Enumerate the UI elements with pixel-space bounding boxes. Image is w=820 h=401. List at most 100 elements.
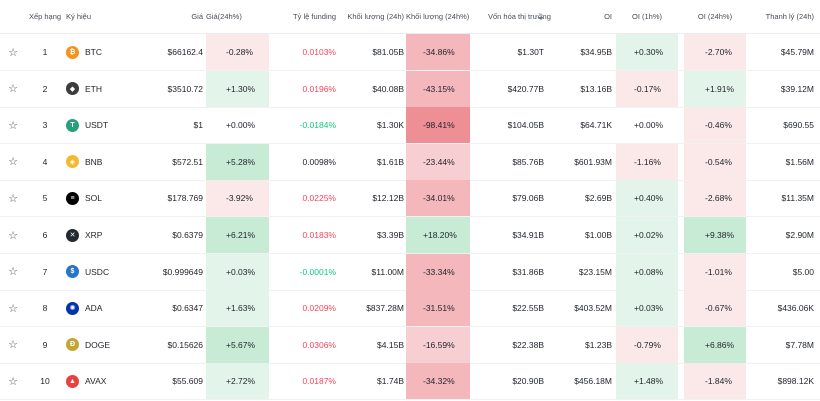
symbol-cell[interactable]: ◈ BNB	[66, 144, 136, 180]
header-symbol[interactable]: Ký hiệu	[66, 12, 92, 21]
market-cap-cell: $79.06B	[512, 193, 544, 204]
symbol-label: BTC	[85, 47, 102, 57]
symbol-cell[interactable]: $ USDC	[66, 254, 136, 290]
open-interest-cell: $403.52M	[574, 303, 612, 314]
ethereum-icon: ◆	[66, 82, 79, 96]
table-row[interactable]: ☆ 9 Ð DOGE $0.15626 +5.67% 0.0306% $4.15B -16.59…	[0, 326, 820, 364]
symbol-cell[interactable]: Ð DOGE	[66, 327, 136, 363]
rank-cell: 6	[42, 230, 48, 240]
price-cell: $178.769	[167, 193, 203, 204]
header-volume-change[interactable]: Khối lượng (24h%)	[406, 12, 470, 21]
price-cell: $0.6347	[172, 303, 203, 314]
liquidation-cell: $5.00	[792, 266, 814, 277]
oi-24h-cell: -0.54%	[684, 143, 746, 180]
table-row[interactable]: ☆ 6 ✕ XRP $0.6379 +6.21% 0.0183% $3.39B +18.20% $…	[0, 217, 820, 254]
header-open-interest[interactable]: OI	[604, 12, 612, 21]
rank-cell: 3	[42, 120, 48, 131]
oi-1h-cell: +0.03%	[616, 290, 678, 327]
oi-24h-cell: -2.68%	[684, 180, 746, 217]
favorite-star-icon[interactable]: ☆	[8, 192, 18, 205]
liquidation-cell: $2.90M	[785, 230, 814, 240]
funding-rate-cell: 0.0098%	[302, 156, 336, 167]
open-interest-cell: $23.15M	[578, 266, 612, 277]
header-oi-1h[interactable]: OI (1h%)	[631, 12, 662, 21]
sort-descending-icon[interactable]	[538, 13, 544, 20]
funding-rate-cell: 0.0183%	[302, 230, 336, 240]
oi-1h-cell: -1.16%	[616, 143, 678, 180]
solana-icon: ≡	[66, 191, 79, 205]
open-interest-cell: $64.71K	[580, 120, 612, 131]
favorite-star-icon[interactable]: ☆	[8, 46, 18, 59]
liquidation-cell: $7.78M	[785, 339, 814, 350]
header-market-cap[interactable]: Vốn hóa thị trường	[470, 0, 551, 33]
table-row[interactable]: ☆ 7 $ USDC $0.999649 +0.03% -0.0001% $11.00M -33…	[0, 253, 820, 291]
volume-cell: $4.15B	[377, 339, 404, 350]
xrp-icon: ✕	[66, 228, 79, 242]
volume-change-cell: -33.34%	[406, 253, 470, 290]
symbol-cell[interactable]: T USDT	[66, 107, 136, 143]
price-change-cell: +0.00%	[226, 120, 256, 131]
open-interest-cell: $456.18M	[574, 376, 612, 387]
header-oi-24h[interactable]: OI (24h%)	[697, 12, 733, 21]
symbol-cell[interactable]: ▲ AVAX	[66, 363, 136, 399]
header-price[interactable]: Giá	[191, 12, 203, 21]
funding-rate-cell: 0.0209%	[302, 303, 336, 314]
market-cap-cell: $22.38B	[512, 339, 544, 350]
table-row[interactable]: ☆ 5 ≡ SOL $178.769 -3.92% 0.0225% $12.12B -34.01…	[0, 180, 820, 218]
rank-cell: 5	[42, 193, 48, 204]
favorite-star-icon[interactable]: ☆	[8, 339, 18, 352]
header-rank[interactable]: Xếp hạng	[28, 12, 62, 21]
volume-change-cell: -98.41%	[406, 107, 470, 144]
symbol-cell[interactable]: ◆ ETH	[66, 71, 136, 107]
open-interest-cell: $34.95B	[580, 47, 612, 57]
symbol-cell[interactable]: ✕ XRP	[66, 217, 136, 253]
favorite-star-icon[interactable]: ☆	[8, 375, 18, 388]
market-cap-cell: $22.55B	[512, 303, 544, 314]
volume-change-cell: -34.86%	[406, 34, 470, 70]
table-row[interactable]: ☆ 1 ₿ BTC $66162.4 -0.28% 0.0103% $81.05B -34.86…	[0, 34, 820, 71]
cardano-icon: ✺	[66, 301, 79, 315]
header-market-cap-label: Vốn hóa thị trường	[488, 11, 551, 21]
market-cap-cell: $420.77B	[507, 83, 544, 94]
table-row[interactable]: ☆ 3 T USDT $1 +0.00% -0.0184% $1.30K -98.41% $104…	[0, 107, 820, 145]
price-cell: $55.609	[172, 376, 203, 387]
table-row[interactable]: ☆ 4 ◈ BNB $572.51 +5.28% 0.0098% $1.61B -23.44% $…	[0, 143, 820, 181]
table-row[interactable]: ☆ 8 ✺ ADA $0.6347 +1.63% 0.0209% $837.28M -31.51…	[0, 290, 820, 328]
symbol-label: BNB	[85, 156, 103, 167]
symbol-cell[interactable]: ✺ ADA	[66, 290, 136, 326]
header-funding-rate[interactable]: Tỷ lệ funding	[293, 12, 336, 21]
favorite-star-icon[interactable]: ☆	[8, 119, 18, 132]
rank-cell: 4	[42, 156, 48, 167]
favorite-star-icon[interactable]: ☆	[8, 229, 18, 242]
header-price-change[interactable]: Giá(24h%)	[206, 12, 242, 21]
volume-change-cell: -43.15%	[406, 70, 470, 107]
price-cell: $0.15626	[167, 339, 203, 350]
avalanche-icon: ▲	[66, 374, 79, 388]
price-change-cell: +0.03%	[206, 253, 269, 290]
table-row[interactable]: ☆ 10 ▲ AVAX $55.609 +2.72% 0.0187% $1.74B -34.32…	[0, 363, 820, 401]
header-volume[interactable]: Khối lượng (24h)	[347, 12, 404, 21]
symbol-label: USDC	[85, 266, 110, 277]
symbol-cell[interactable]: ₿ BTC	[66, 34, 136, 70]
volume-change-cell: -31.51%	[406, 290, 470, 327]
open-interest-cell: $13.16B	[580, 83, 612, 94]
market-cap-cell: $20.90B	[512, 376, 544, 387]
volume-cell: $11.00M	[371, 266, 404, 277]
oi-1h-cell: +0.08%	[616, 253, 678, 290]
symbol-label: XRP	[85, 230, 103, 240]
oi-1h-cell: +0.00%	[634, 120, 664, 131]
favorite-star-icon[interactable]: ☆	[8, 156, 18, 169]
usdc-icon: $	[66, 265, 79, 279]
volume-change-cell: -34.32%	[406, 363, 470, 400]
header-liquidation[interactable]: Thanh lý (24h)	[765, 12, 814, 21]
favorite-star-icon[interactable]: ☆	[8, 302, 18, 315]
liquidation-cell: $11.35M	[781, 193, 814, 204]
table-row[interactable]: ☆ 2 ◆ ETH $3510.72 +1.30% 0.0196% $40.08B -43.15…	[0, 70, 820, 108]
oi-1h-cell: +0.02%	[616, 217, 678, 253]
oi-1h-cell: +1.48%	[616, 363, 678, 400]
favorite-star-icon[interactable]: ☆	[8, 266, 18, 279]
oi-1h-cell: +0.30%	[616, 34, 678, 70]
oi-1h-cell: -0.17%	[616, 70, 678, 107]
symbol-cell[interactable]: ≡ SOL	[66, 180, 136, 216]
favorite-star-icon[interactable]: ☆	[8, 83, 18, 96]
